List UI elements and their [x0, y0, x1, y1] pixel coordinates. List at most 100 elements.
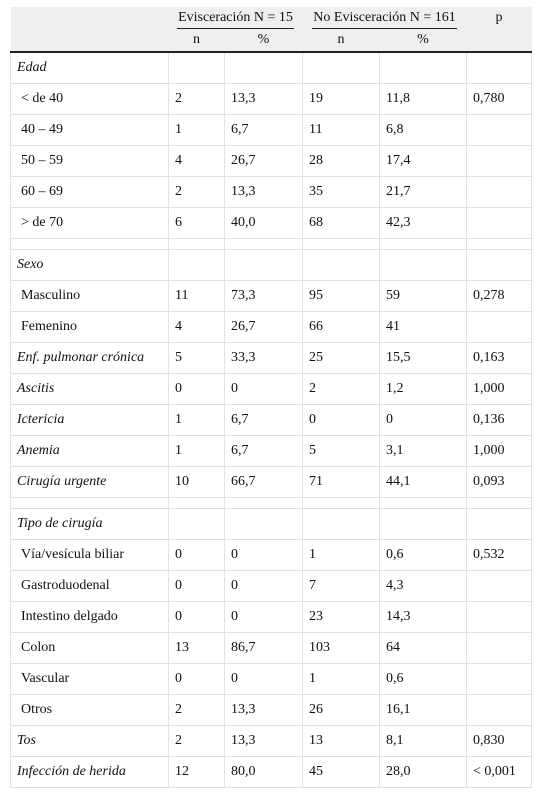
cell: 8,1: [378, 725, 468, 757]
row-label: Vía/vesícula biliar: [10, 539, 169, 571]
cell: 26,7: [224, 145, 303, 177]
table-header: Evisceración N = 15 No Evisceración N = …: [10, 7, 532, 53]
spacer-cell: [10, 497, 169, 509]
cell: [302, 51, 380, 84]
cell: 44,1: [378, 466, 468, 498]
cell: 0: [168, 373, 225, 405]
row-label: Infección de herida: [10, 756, 169, 788]
table-row: Vía/vesícula biliar 0 0 1 0,6 0,532: [10, 539, 533, 571]
group-header: No Evisceración N = 161: [312, 8, 457, 29]
header-cell: [10, 29, 169, 53]
cell: 11,8: [378, 83, 468, 115]
cell: [466, 632, 533, 664]
table-row: Ascitis 0 0 2 1,2 1,000: [10, 373, 533, 405]
cell: 66,7: [224, 466, 303, 498]
cell: < 0,001: [466, 756, 533, 788]
table-row: Masculino 11 73,3 95 59 0,278: [10, 280, 533, 312]
subheader: n: [302, 29, 380, 53]
spacer-row: [10, 497, 533, 509]
cell: [466, 114, 533, 146]
cell: 1: [302, 663, 380, 695]
spacer-cell: [168, 238, 225, 250]
cell: 2: [168, 83, 225, 115]
header-cell: Evisceración N = 15: [168, 7, 303, 29]
cell: 2: [168, 725, 225, 757]
table-row: Anemia 1 6,7 5 3,1 1,000: [10, 435, 533, 467]
cell: [224, 51, 303, 84]
row-label: Femenino: [10, 311, 169, 343]
cell: 6,7: [224, 404, 303, 436]
row-label: Edad: [10, 51, 169, 84]
spacer-cell: [378, 238, 468, 250]
cell: 80,0: [224, 756, 303, 788]
cell: 19: [302, 83, 380, 115]
cell: [168, 249, 225, 281]
row-label: Tipo de cirugía: [10, 508, 169, 540]
table-row: Enf. pulmonar crónica 5 33,3 25 15,5 0,163: [10, 342, 533, 374]
cell: 71: [302, 466, 380, 498]
cell: 0: [224, 539, 303, 571]
cell: 0,830: [466, 725, 533, 757]
cell: [378, 249, 468, 281]
cell: 13,3: [224, 725, 303, 757]
cell: 0,163: [466, 342, 533, 374]
group-header: Evisceración N = 15: [177, 8, 294, 29]
cell: 2: [302, 373, 380, 405]
header-cell: [466, 29, 532, 53]
cell: 2: [168, 694, 225, 726]
spacer-cell: [224, 238, 303, 250]
row-label: Tos: [10, 725, 169, 757]
cell: [466, 249, 533, 281]
cell: 64: [378, 632, 468, 664]
cell: 0: [168, 601, 225, 633]
cell: [378, 51, 468, 84]
cell: 45: [302, 756, 380, 788]
table-row: 60 – 69 2 13,3 35 21,7: [10, 176, 533, 208]
cell: [302, 249, 380, 281]
cell: 59: [378, 280, 468, 312]
table-row: Colon 13 86,7 103 64: [10, 632, 533, 664]
cell: 0,6: [378, 663, 468, 695]
cell: 7: [302, 570, 380, 602]
cell: 41: [378, 311, 468, 343]
cell: 66: [302, 311, 380, 343]
row-label: Gastroduodenal: [10, 570, 169, 602]
cell: [466, 176, 533, 208]
header-cell: [10, 7, 169, 29]
cell: 0,278: [466, 280, 533, 312]
cell: [466, 207, 533, 239]
row-label: Ascitis: [10, 373, 169, 405]
cell: 25: [302, 342, 380, 374]
cell: 0,780: [466, 83, 533, 115]
cell: 6,7: [224, 114, 303, 146]
table-row: Edad: [10, 51, 533, 84]
cell: 26: [302, 694, 380, 726]
cell: [466, 145, 533, 177]
cell: 11: [168, 280, 225, 312]
cell: 0: [378, 404, 468, 436]
cell: 0: [224, 663, 303, 695]
cell: 0,532: [466, 539, 533, 571]
cell: 3,1: [378, 435, 468, 467]
row-label: Sexo: [10, 249, 169, 281]
table-row: Otros 2 13,3 26 16,1: [10, 694, 533, 726]
cell: 28,0: [378, 756, 468, 788]
cell: [466, 508, 533, 540]
cell: 13,3: [224, 176, 303, 208]
cell: 0: [224, 570, 303, 602]
cell: 2: [168, 176, 225, 208]
cell: [466, 694, 533, 726]
header-cell: No Evisceración N = 161: [302, 7, 467, 29]
cell: 11: [302, 114, 380, 146]
cell: 0: [224, 601, 303, 633]
table-row: Infección de herida 12 80,0 45 28,0 < 0,001: [10, 756, 533, 788]
row-label: Anemia: [10, 435, 169, 467]
table-row: Femenino 4 26,7 66 41: [10, 311, 533, 343]
cell: 73,3: [224, 280, 303, 312]
cell: 4: [168, 145, 225, 177]
cell: 14,3: [378, 601, 468, 633]
cell: 1,000: [466, 435, 533, 467]
cell: [466, 51, 533, 84]
cell: 103: [302, 632, 380, 664]
